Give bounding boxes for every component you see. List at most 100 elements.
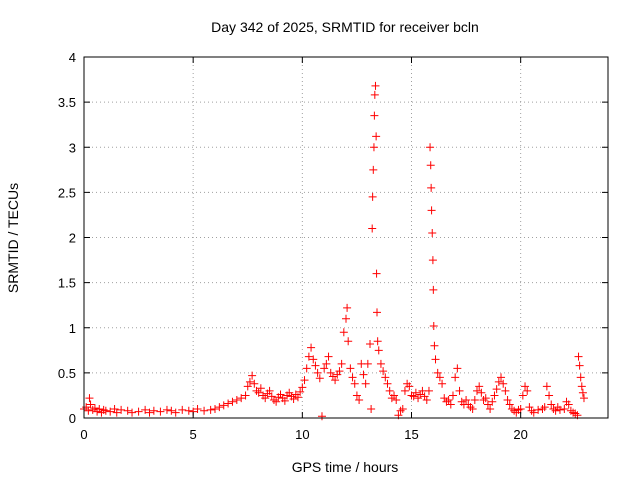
data-point	[444, 395, 453, 404]
data-point	[494, 377, 503, 386]
data-point	[167, 406, 176, 415]
data-point	[542, 382, 551, 391]
data-point	[390, 391, 399, 400]
data-point	[85, 394, 94, 403]
data-point	[232, 395, 241, 404]
data-point	[555, 405, 564, 414]
data-point	[385, 386, 394, 395]
data-point	[540, 403, 549, 412]
data-point	[302, 364, 311, 373]
data-point	[293, 393, 302, 402]
data-point	[428, 256, 437, 265]
data-point	[438, 379, 447, 388]
data-point	[348, 373, 357, 382]
data-point	[538, 404, 547, 413]
grid-lines	[84, 57, 608, 418]
data-point	[112, 408, 121, 417]
data-point	[373, 308, 382, 317]
y-tick-label: 1.5	[58, 276, 76, 291]
data-point	[483, 400, 492, 409]
data-point	[304, 352, 313, 361]
data-point	[101, 406, 110, 415]
data-point	[409, 392, 418, 401]
data-point	[346, 364, 355, 373]
data-point	[149, 406, 158, 415]
data-point	[248, 371, 257, 380]
data-point	[84, 406, 93, 415]
data-point	[435, 373, 444, 382]
data-point	[363, 359, 372, 368]
data-point	[455, 386, 464, 395]
data-point	[379, 367, 388, 376]
data-point	[529, 408, 538, 417]
data-point	[470, 395, 479, 404]
x-tick-label: 20	[513, 427, 527, 442]
data-point	[400, 386, 409, 395]
data-point	[322, 359, 331, 368]
data-point	[416, 390, 425, 399]
data-point	[162, 405, 171, 414]
data-point	[254, 388, 263, 397]
data-point	[429, 321, 438, 330]
data-point	[574, 352, 583, 361]
data-point	[453, 364, 462, 373]
data-point	[551, 406, 560, 415]
data-point	[398, 404, 407, 413]
data-point	[475, 382, 484, 391]
y-tick-label: 3	[69, 140, 76, 155]
data-point	[427, 183, 436, 192]
data-point	[381, 373, 390, 382]
y-tick-label: 0	[69, 411, 76, 426]
data-point	[128, 408, 137, 417]
data-point	[372, 269, 381, 278]
data-point	[184, 406, 193, 415]
data-point	[488, 397, 497, 406]
data-point	[370, 90, 379, 99]
data-point	[392, 395, 401, 404]
data-point	[352, 391, 361, 400]
data-point	[549, 404, 558, 413]
data-point	[317, 412, 326, 421]
data-point	[479, 395, 488, 404]
data-point	[289, 395, 298, 404]
data-point	[339, 328, 348, 337]
data-point	[250, 379, 259, 388]
data-point	[405, 382, 414, 391]
data-point	[335, 367, 344, 376]
y-axis-label: SRMTID / TECUs	[5, 183, 21, 293]
data-point	[426, 143, 435, 152]
data-point	[431, 355, 440, 364]
data-point	[501, 386, 510, 395]
data-point	[368, 224, 377, 233]
data-point	[224, 399, 233, 408]
data-point	[106, 407, 115, 416]
data-point	[426, 161, 435, 170]
data-point	[261, 394, 270, 403]
data-point	[333, 370, 342, 379]
data-point	[486, 404, 495, 413]
data-point	[215, 403, 224, 412]
data-point	[433, 368, 442, 377]
data-point	[534, 405, 543, 414]
data-point	[383, 379, 392, 388]
data-point	[256, 384, 265, 393]
data-point	[228, 397, 237, 406]
data-point	[468, 404, 477, 413]
data-point	[371, 81, 380, 90]
x-tick-label: 15	[404, 427, 418, 442]
x-tick-label: 10	[295, 427, 309, 442]
data-point	[343, 303, 352, 312]
data-point	[324, 352, 333, 361]
data-point	[86, 400, 95, 409]
data-point	[237, 394, 246, 403]
data-point	[396, 406, 405, 415]
y-tick-label: 0.5	[58, 366, 76, 381]
data-point	[350, 379, 359, 388]
axis-ticks	[83, 56, 608, 419]
data-point	[527, 406, 536, 415]
data-points	[80, 81, 588, 421]
data-point	[243, 382, 252, 391]
data-point	[328, 372, 337, 381]
data-point	[359, 370, 368, 379]
